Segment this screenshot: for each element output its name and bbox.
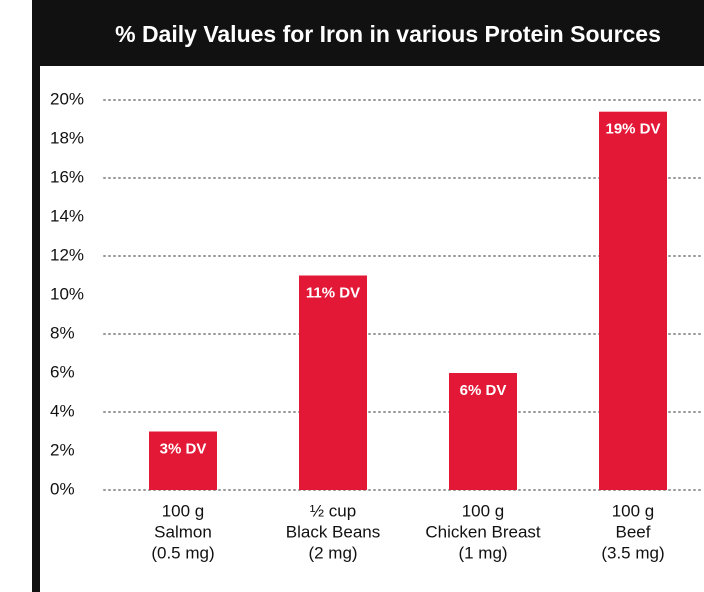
y-tick-label: 8%	[50, 323, 75, 342]
left-border	[32, 66, 40, 592]
y-tick-label: 2%	[50, 440, 75, 459]
y-tick-label: 16%	[50, 167, 84, 186]
x-tick-label: 100 g	[462, 501, 505, 520]
y-tick-label: 10%	[50, 284, 84, 303]
chart-title: % Daily Values for Iron in various Prote…	[115, 21, 661, 47]
value-label: 11% DV	[306, 284, 360, 301]
y-tick-label: 12%	[50, 245, 84, 264]
x-tick-label: (3.5 mg)	[601, 543, 664, 562]
y-tick-label: 4%	[50, 401, 75, 420]
title-bar	[32, 0, 704, 66]
x-tick-label: 100 g	[162, 501, 205, 520]
y-tick-label: 18%	[50, 128, 84, 147]
value-label: 3% DV	[160, 440, 207, 457]
x-tick-label: (1 mg)	[458, 543, 507, 562]
x-tick-label: (2 mg)	[308, 543, 357, 562]
x-tick-label: (0.5 mg)	[151, 543, 214, 562]
value-label: 19% DV	[605, 121, 660, 138]
y-tick-label: 0%	[50, 479, 75, 498]
value-label: 6% DV	[460, 382, 507, 399]
x-tick-label: Beef	[616, 522, 651, 541]
y-tick-label: 14%	[50, 206, 84, 225]
bar	[599, 111, 667, 490]
x-tick-label: Salmon	[154, 522, 212, 541]
x-tick-label: 100 g	[612, 501, 655, 520]
y-tick-label: 6%	[50, 362, 75, 381]
bar	[449, 373, 517, 490]
x-tick-label: Chicken Breast	[425, 522, 541, 541]
x-tick-label: ½ cup	[310, 501, 356, 520]
bar	[149, 431, 217, 490]
x-tick-label: Black Beans	[286, 522, 381, 541]
bar	[299, 275, 367, 490]
y-tick-label: 20%	[50, 89, 84, 108]
